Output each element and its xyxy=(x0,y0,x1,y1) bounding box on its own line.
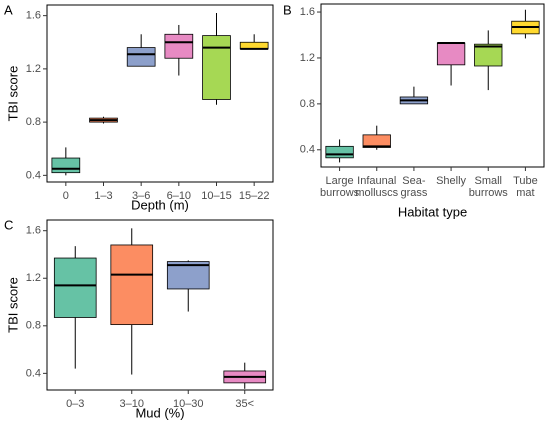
box xyxy=(110,244,154,326)
y-tick-label: 0.4 xyxy=(26,367,41,379)
x-tick-label: 35< xyxy=(235,398,254,410)
x-tick-label-line: 3–6 xyxy=(132,190,150,202)
x-tick-label-line: Shelly xyxy=(436,175,466,187)
panel-label: A xyxy=(4,2,13,17)
x-tick-label: Large burrows xyxy=(320,175,360,199)
x-tick-label: 10–15 xyxy=(201,190,232,202)
y-tick-label: 1.6 xyxy=(300,6,315,18)
x-tick-label-line: 0 xyxy=(63,190,69,202)
x-tick-label-line: Large xyxy=(326,175,354,187)
x-tick-label: 15–22 xyxy=(239,190,270,202)
x-tick-label-line: 6–10 xyxy=(167,190,191,202)
x-tick-label: Infaunal molluscs xyxy=(355,175,398,199)
plot-frame xyxy=(320,3,545,168)
box xyxy=(126,47,156,67)
plot-frame xyxy=(46,4,274,183)
x-tick-label-line: grass xyxy=(400,187,427,199)
box xyxy=(362,134,391,148)
y-tick-label: 0.8 xyxy=(26,320,41,332)
panel-label: B xyxy=(283,2,292,17)
x-tick-label: 6–10 xyxy=(167,190,191,202)
x-tick-label-line: Tube xyxy=(513,175,538,187)
box xyxy=(202,35,231,100)
y-tick-label: 0.8 xyxy=(300,98,315,110)
y-axis-label: TBI score xyxy=(5,66,20,122)
x-tick-label: 0–3 xyxy=(66,398,84,410)
y-axis-label: TBI score xyxy=(5,277,20,333)
x-tick-label: 3–6 xyxy=(132,190,150,202)
box xyxy=(325,145,354,159)
x-tick-label-line: 15–22 xyxy=(239,190,270,202)
x-tick-label-line: 1–3 xyxy=(94,190,112,202)
x-tick-label-line: mat xyxy=(516,187,534,199)
x-tick-label: 10–30 xyxy=(173,398,204,410)
x-tick-label-line: burrows xyxy=(320,187,360,199)
x-tick-label: 1–3 xyxy=(94,190,112,202)
y-tick-label: 1.2 xyxy=(26,63,41,75)
x-tick-label-line: Infaunal xyxy=(357,175,396,187)
y-tick-label: 0.4 xyxy=(26,169,41,181)
panel-label: C xyxy=(4,217,13,232)
box xyxy=(474,43,503,67)
x-axis-label: Habitat type xyxy=(398,204,467,219)
x-tick-label: 3–10 xyxy=(120,398,144,410)
box xyxy=(51,157,81,174)
x-tick-label-line: 0–3 xyxy=(66,398,84,410)
x-tick-label-line: burrows xyxy=(469,187,509,199)
x-tick-label: Small burrows xyxy=(469,175,509,199)
x-tick-label-line: 10–15 xyxy=(201,190,232,202)
x-tick-label: Shelly xyxy=(436,175,466,187)
x-tick-label-line: 10–30 xyxy=(173,398,204,410)
x-tick-label-line: Sea- xyxy=(402,175,426,187)
x-tick-label: Tube mat xyxy=(513,175,538,199)
x-axis-label: Mud (%) xyxy=(135,405,184,420)
box xyxy=(436,42,466,66)
y-tick-label: 0.4 xyxy=(300,144,315,156)
y-tick-label: 0.8 xyxy=(26,116,41,128)
x-tick-label-line: Small xyxy=(474,175,502,187)
y-tick-label: 1.6 xyxy=(26,10,41,22)
x-tick-label-line: molluscs xyxy=(355,187,398,199)
y-tick-label: 1.2 xyxy=(300,52,315,64)
x-tick-label-line: 3–10 xyxy=(120,398,144,410)
box xyxy=(164,33,194,59)
x-tick-label-line: 35< xyxy=(235,398,254,410)
x-tick-label: Sea-grass xyxy=(400,175,427,199)
x-axis-label: Depth (m) xyxy=(131,197,189,212)
box xyxy=(53,257,97,318)
x-tick-label: 0 xyxy=(63,190,69,202)
y-tick-label: 1.6 xyxy=(26,225,41,237)
y-tick-label: 1.2 xyxy=(26,272,41,284)
